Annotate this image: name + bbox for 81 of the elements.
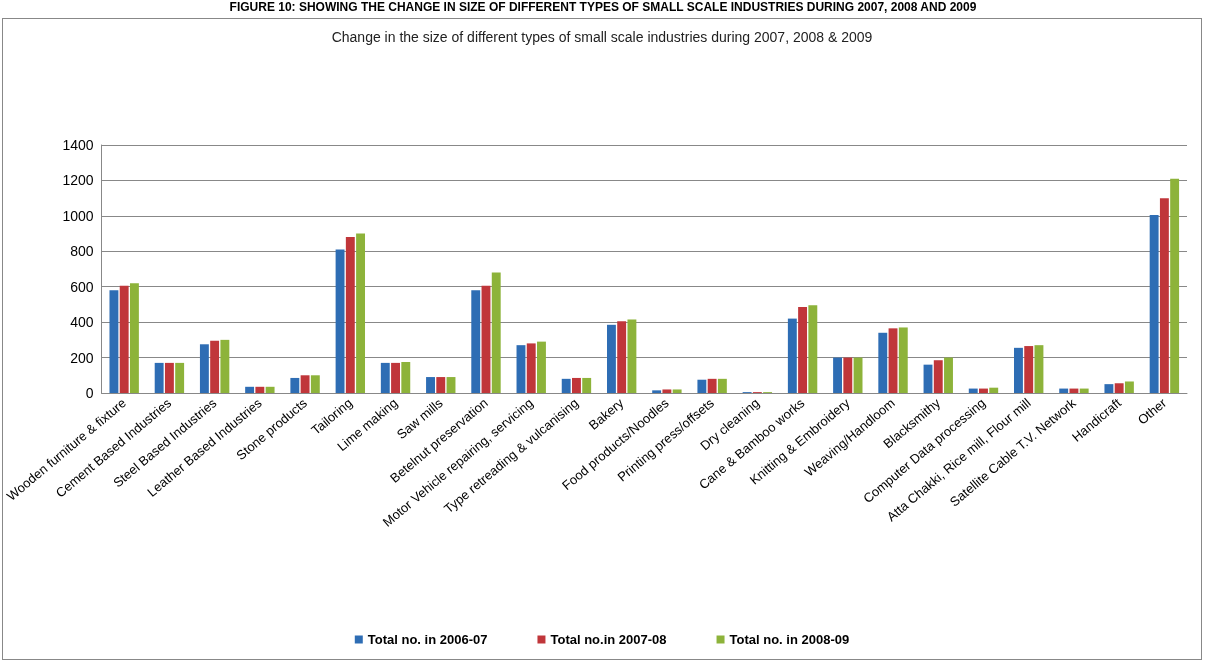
bar — [1124, 381, 1134, 393]
bar — [526, 343, 536, 393]
bar — [1104, 384, 1114, 393]
bar — [1024, 346, 1034, 393]
bar — [968, 388, 978, 393]
legend-label: Total no.in 2007-08 — [550, 632, 667, 647]
bar — [878, 332, 888, 393]
y-tick-label: 200 — [70, 349, 94, 366]
bar — [1014, 347, 1023, 393]
y-tick-label: 400 — [70, 314, 94, 331]
bar — [516, 345, 526, 393]
y-tick-label: 600 — [70, 278, 94, 295]
y-tick-label: 1000 — [62, 207, 94, 224]
bar — [888, 328, 898, 393]
bar — [335, 249, 345, 393]
bar — [561, 378, 571, 393]
bar — [491, 272, 501, 393]
bar — [1059, 388, 1069, 393]
bar — [436, 377, 446, 393]
bar — [1114, 383, 1124, 393]
bar — [119, 285, 129, 393]
bar — [220, 339, 230, 393]
bar — [808, 305, 818, 393]
bar — [1034, 345, 1044, 393]
bar — [356, 233, 366, 393]
bar — [245, 386, 255, 393]
bar — [571, 377, 581, 393]
bar — [300, 375, 310, 393]
bar — [979, 388, 988, 393]
y-tick-label: 800 — [70, 243, 94, 260]
bar — [290, 377, 300, 393]
bar — [537, 341, 546, 393]
bar — [471, 290, 481, 393]
bar — [401, 362, 411, 393]
bar — [391, 362, 400, 393]
bar — [707, 378, 717, 393]
bar — [109, 290, 119, 393]
bar — [787, 318, 797, 393]
y-tick-label: 1200 — [62, 172, 94, 189]
bar — [717, 378, 727, 393]
bar — [255, 386, 265, 393]
bar — [164, 362, 174, 393]
bar — [627, 319, 637, 393]
bar — [129, 283, 139, 393]
y-tick-label: 0 — [85, 385, 94, 401]
bar — [833, 357, 843, 393]
bar — [697, 379, 707, 393]
bar — [617, 321, 627, 393]
bar — [310, 375, 320, 393]
bar — [898, 327, 908, 393]
y-tick-label: 1400 — [62, 137, 94, 153]
bar — [933, 360, 943, 393]
bar — [426, 377, 435, 393]
bar — [1079, 388, 1089, 393]
bar — [989, 387, 999, 393]
bar — [154, 362, 164, 393]
bar — [843, 357, 853, 393]
bar — [265, 386, 275, 393]
bar — [662, 389, 672, 393]
bar — [210, 340, 220, 393]
chart-subtitle: Change in the size of different types of small scale industries during 2007, 2008 & 2009 — [331, 29, 873, 45]
legend-label: Total no. in 2008-09 — [729, 632, 850, 647]
bar — [944, 357, 953, 393]
bar — [853, 357, 863, 393]
bar — [1149, 214, 1159, 393]
chart-title: FIGURE 10: SHOWING THE CHANGE IN SIZE OF DIFFERENT TYPES OF SMALL SCALE INDUSTRIES DURING 2007, 2008 AND 2009 — [228, 0, 978, 14]
bar — [345, 237, 355, 393]
bar — [606, 324, 616, 393]
bar — [1170, 178, 1180, 393]
bar — [380, 362, 390, 393]
bar — [481, 285, 491, 393]
bar — [446, 377, 456, 393]
bar — [1159, 198, 1169, 393]
bar — [175, 362, 185, 393]
bar — [582, 377, 592, 393]
bar — [1069, 388, 1079, 393]
legend-label: Total no. in 2006-07 — [367, 632, 488, 647]
bar — [199, 344, 209, 393]
bar — [652, 390, 662, 393]
bar — [672, 389, 682, 393]
bar — [798, 307, 808, 393]
